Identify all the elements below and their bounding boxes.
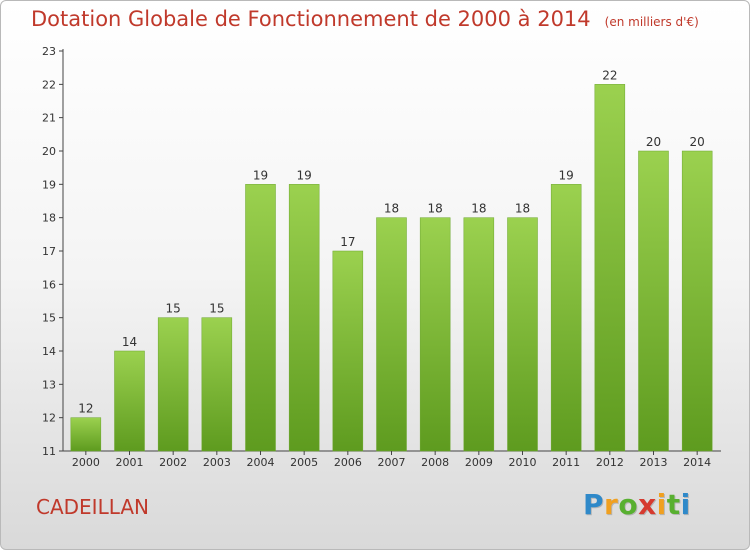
- x-tick-label: 2012: [596, 456, 624, 469]
- bar-value-label: 19: [297, 168, 312, 182]
- x-tick-label: 2006: [334, 456, 362, 469]
- bar: [245, 184, 276, 452]
- bar-value-label: 19: [253, 168, 268, 182]
- y-tick-label: 18: [42, 212, 56, 225]
- y-tick-label: 22: [42, 78, 56, 91]
- bar: [681, 150, 713, 452]
- bar: [419, 217, 451, 452]
- bar-value-label: 18: [428, 202, 443, 216]
- bar-value-label: 20: [646, 135, 661, 149]
- bar: [638, 150, 669, 452]
- bar-value-label: 22: [602, 68, 617, 82]
- bar: [288, 184, 320, 452]
- x-tick-label: 2001: [116, 456, 144, 469]
- y-tick-label: 19: [42, 178, 56, 191]
- logo-letter: x: [638, 488, 657, 521]
- x-tick-label: 2014: [683, 456, 711, 469]
- logo-letter: i: [656, 488, 667, 521]
- y-tick-label: 12: [42, 412, 56, 425]
- x-tick-label: 2013: [640, 456, 668, 469]
- logo-letter: o: [618, 488, 639, 521]
- bar: [376, 217, 407, 452]
- bar-value-label: 15: [209, 302, 224, 316]
- bar-value-label: 15: [166, 302, 181, 316]
- logo-letter: r: [604, 488, 619, 521]
- logo-letter: t: [666, 488, 681, 521]
- bar-value-label: 18: [515, 202, 530, 216]
- y-tick-label: 23: [42, 45, 56, 58]
- x-tick-label: 2010: [509, 456, 537, 469]
- chart-title: Dotation Globale de Fonctionnement de 20…: [31, 7, 591, 31]
- title-row: Dotation Globale de Fonctionnement de 20…: [31, 7, 699, 31]
- bar-value-label: 17: [340, 235, 355, 249]
- bar-value-label: 19: [559, 168, 574, 182]
- y-tick-label: 11: [42, 445, 56, 458]
- y-tick-label: 21: [42, 112, 56, 125]
- y-tick-label: 15: [42, 312, 56, 325]
- commune-name: CADEILLAN: [36, 495, 149, 519]
- y-tick-label: 17: [42, 245, 56, 258]
- bar: [114, 350, 145, 452]
- bar: [201, 317, 233, 452]
- x-tick-label: 2005: [290, 456, 318, 469]
- y-tick-label: 16: [42, 278, 56, 291]
- bar-value-label: 20: [690, 135, 705, 149]
- x-tick-label: 2008: [421, 456, 449, 469]
- x-tick-label: 2003: [203, 456, 231, 469]
- x-tick-label: 2000: [72, 456, 100, 469]
- x-tick-label: 2004: [247, 456, 275, 469]
- logo-letter: P: [583, 488, 605, 521]
- bar: [70, 417, 102, 452]
- bar: [332, 250, 364, 452]
- logo-letter: i: [680, 488, 691, 521]
- x-tick-label: 2002: [159, 456, 187, 469]
- bar-value-label: 12: [78, 402, 93, 416]
- x-tick-label: 2011: [552, 456, 580, 469]
- proxiti-logo: Proxiti: [583, 488, 691, 521]
- y-tick-label: 20: [42, 145, 56, 158]
- bar-value-label: 18: [384, 202, 399, 216]
- y-tick-label: 13: [42, 378, 56, 391]
- bar: [157, 317, 189, 452]
- bar: [594, 84, 626, 452]
- bar-value-label: 18: [471, 202, 486, 216]
- y-tick-label: 14: [42, 345, 56, 358]
- x-tick-label: 2009: [465, 456, 493, 469]
- bar-value-label: 14: [122, 335, 137, 349]
- chart-unit: (en milliers d'€): [604, 15, 699, 29]
- x-tick-label: 2007: [378, 456, 406, 469]
- bar: [463, 217, 495, 452]
- bar: [507, 217, 538, 452]
- bar: [550, 184, 582, 452]
